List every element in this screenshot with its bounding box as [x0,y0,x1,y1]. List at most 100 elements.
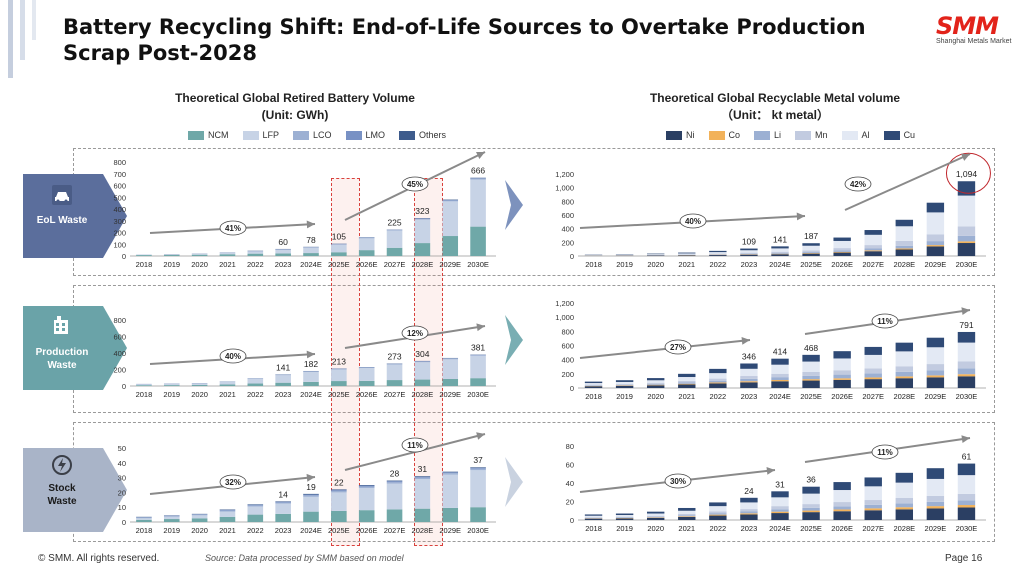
bar-segment-li [802,507,820,511]
bar-segment-lmo [470,178,486,179]
y-tick-label: 700 [113,170,126,179]
bar-segment-lfp [331,244,347,253]
bar-segment-mn [709,378,727,381]
data-label: 213 [332,356,346,366]
bar-segment-al [895,351,914,367]
bar-segment-ncm [191,385,208,386]
bar-segment-ni [926,377,945,388]
bar-segment-ni [771,381,789,388]
growth-rate-bubble [664,473,692,489]
y-tick-label: 0 [122,518,126,527]
bar-segment-ncm [358,380,375,386]
data-label: 225 [387,218,401,228]
bar-segment-al [957,342,976,362]
bar-segment-li [864,248,882,251]
y-tick-label: 1,000 [555,313,574,322]
y-tick-label: 200 [561,370,574,379]
bar-segment-cu [771,358,789,365]
x-tick-label: 2022 [247,526,264,535]
bar-segment-ncm [136,385,152,386]
x-tick-label: 2018 [585,260,602,269]
bar-segment-al [678,253,696,255]
x-tick-label: 2027E [862,524,884,533]
y-tick-label: 1,200 [555,299,574,308]
y-tick-label: 500 [113,193,126,202]
bar-segment-lfp [386,483,403,510]
bar-segment-co [895,507,914,510]
y-tick-label: 200 [113,366,126,375]
bar-segment-ncm [303,253,319,256]
bar-segment-al [957,475,976,494]
bar-segment-mn [740,376,758,379]
bar-segment-mn [833,248,851,251]
bar-segment-co [926,245,945,247]
page-number: Page 16 [945,553,983,564]
bar-segment-co [802,379,820,381]
bar-segment-ncm [163,385,180,386]
bar-segment-mn [771,506,789,510]
bar-segment-others [303,493,319,495]
smm-logo: SMM Shanghai Metals Market [936,12,1016,45]
bar-segment-co [802,510,820,513]
row-label-production: Production Waste [23,346,101,372]
y-tick-label: 20 [118,488,126,497]
x-tick-label: 2028E [412,526,434,535]
bar-segment-al [802,245,820,251]
data-label: 182 [304,359,318,369]
growth-rate-bubble [219,474,247,490]
x-tick-label: 2030E [956,392,978,401]
bar-segment-ni [615,385,634,388]
y-tick-label: 600 [561,211,574,220]
x-tick-label: 2020 [647,392,664,401]
x-tick-label: 2024E [300,526,322,535]
y-tick-label: 400 [113,349,126,358]
left-legend: NCM LFP LCO LMO Others [188,130,454,140]
x-tick-label: 2024E [769,260,791,269]
legend-item-ni: Ni [666,130,695,140]
bar-segment-ncm [247,514,264,522]
data-label: 414 [773,347,787,357]
bar-segment-lfp [470,355,486,379]
bar-segment-li [709,380,727,383]
bar-segment-lfp [219,253,236,255]
y-tick-label: 600 [561,342,574,351]
x-tick-label: 2022 [710,524,727,533]
bar-segment-cu [802,243,820,246]
x-tick-label: 2024E [300,390,322,399]
x-tick-label: 2019 [616,260,633,269]
data-label: 468 [804,343,818,353]
legend-swatch [345,130,362,140]
bar-segment-mn [864,245,882,249]
bar-segment-lco [247,505,264,507]
y-tick-label: 80 [566,442,574,451]
growth-rate-bubble [871,313,899,329]
chart-eol-metal: 0 200 400 600 800 1,000 1,200 2018 2019 2020 2021 2… [555,152,991,269]
bar-segment-lfp [275,249,291,254]
growth-rate-label: 11% [877,317,893,326]
bar-segment-ncm [386,247,403,256]
bar-segment-li [709,513,727,515]
growth-rate-label: 42% [850,180,866,189]
left-title-line2: (Unit: GWh) [261,108,329,122]
bar-segment-cu [678,373,696,378]
bar-segment-al [864,486,882,501]
growth-rate-bubble [679,213,707,229]
y-tick-label: 400 [561,356,574,365]
bar-segment-lfp [303,371,319,382]
bar-segment-ncm [247,253,264,256]
bar-segment-lfp [303,247,319,254]
legend-label: NCM [208,130,229,140]
bar-segment-cu [771,246,789,249]
bar-segment-ncm [247,383,264,386]
bar-segment-ni [895,249,914,256]
bar-segment-al [740,368,758,377]
bar-segment-lfp [331,492,347,511]
x-tick-label: 2022 [710,392,727,401]
bar-segment-cu [957,463,976,476]
right-legend: Ni Co Li Mn Al Cu [666,130,923,140]
growth-rate-bubble [401,325,429,341]
trend-arrowhead [796,212,805,221]
bar-segment-lfp [470,179,486,227]
row-label-eol: EoL Waste [23,214,101,227]
legend-swatch [754,130,771,140]
